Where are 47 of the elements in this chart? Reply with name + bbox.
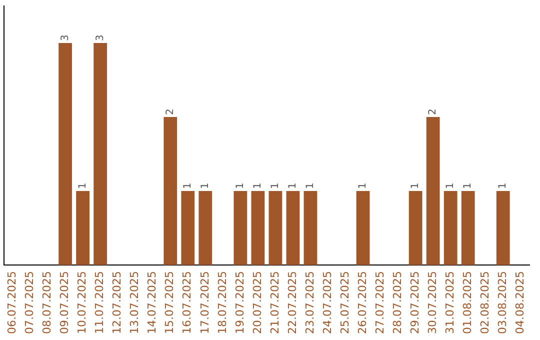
x-tick-label: 17.07.2025 (198, 271, 212, 334)
x-tick-label: 29.07.2025 (408, 271, 422, 334)
data-label: 1 (77, 182, 88, 190)
x-tick-label: 25.07.2025 (338, 271, 352, 334)
x-tick-label: 03.08.2025 (496, 271, 509, 334)
data-label: 1 (270, 182, 282, 190)
x-tick-label: 04.08.2025 (513, 271, 526, 334)
x-tick-label: 18.07.2025 (216, 271, 229, 334)
data-label: 2 (164, 108, 176, 116)
data-label: 1 (200, 182, 211, 190)
x-tick-label: 21.07.2025 (268, 271, 282, 334)
x-tick-label: 30.07.2025 (426, 271, 439, 334)
x-tick-label: 06.07.2025 (6, 271, 19, 334)
x-tick-label: 13.07.2025 (128, 271, 142, 334)
data-label: 3 (60, 34, 71, 42)
data-label: 1 (410, 182, 422, 190)
data-label: 3 (94, 34, 106, 42)
x-tick-label: 19.07.2025 (233, 271, 246, 334)
data-label: 1 (462, 182, 474, 190)
x-tick-label: 27.07.2025 (373, 271, 386, 334)
data-label: 1 (235, 182, 246, 190)
data-label: 1 (182, 182, 194, 190)
x-tick-label: 09.07.2025 (58, 271, 72, 334)
data-label: 1 (288, 182, 299, 190)
data-label: 1 (498, 182, 509, 190)
data-label: 1 (305, 182, 316, 190)
x-tick-label: 20.07.2025 (250, 271, 264, 334)
x-tick-label: 15.07.2025 (163, 271, 176, 334)
x-tick-label: 24.07.2025 (320, 271, 334, 334)
x-tick-label: 31.07.2025 (443, 271, 456, 334)
x-tick-label: 12.07.2025 (110, 271, 124, 334)
x-tick-label: 08.07.2025 (40, 271, 54, 334)
x-tick-label: 14.07.2025 (146, 271, 159, 334)
x-tick-label: 16.07.2025 (180, 271, 194, 334)
x-tick-label: 22.07.2025 (286, 271, 299, 334)
x-tick-label: 26.07.2025 (356, 271, 369, 334)
data-label: 1 (252, 182, 264, 190)
data-label: 1 (445, 182, 456, 190)
x-tick-label: 11.07.2025 (93, 271, 106, 334)
data-label: 1 (358, 182, 369, 190)
x-tick-label: 02.08.2025 (478, 271, 492, 334)
x-tick-label: 28.07.2025 (390, 271, 404, 334)
x-tick-label: 23.07.2025 (303, 271, 316, 334)
x-tick-label: 01.08.2025 (460, 271, 474, 334)
x-tick-label: 07.07.2025 (23, 271, 36, 334)
x-tick-label: 10.07.2025 (76, 271, 89, 334)
data-label: 2 (428, 108, 439, 116)
